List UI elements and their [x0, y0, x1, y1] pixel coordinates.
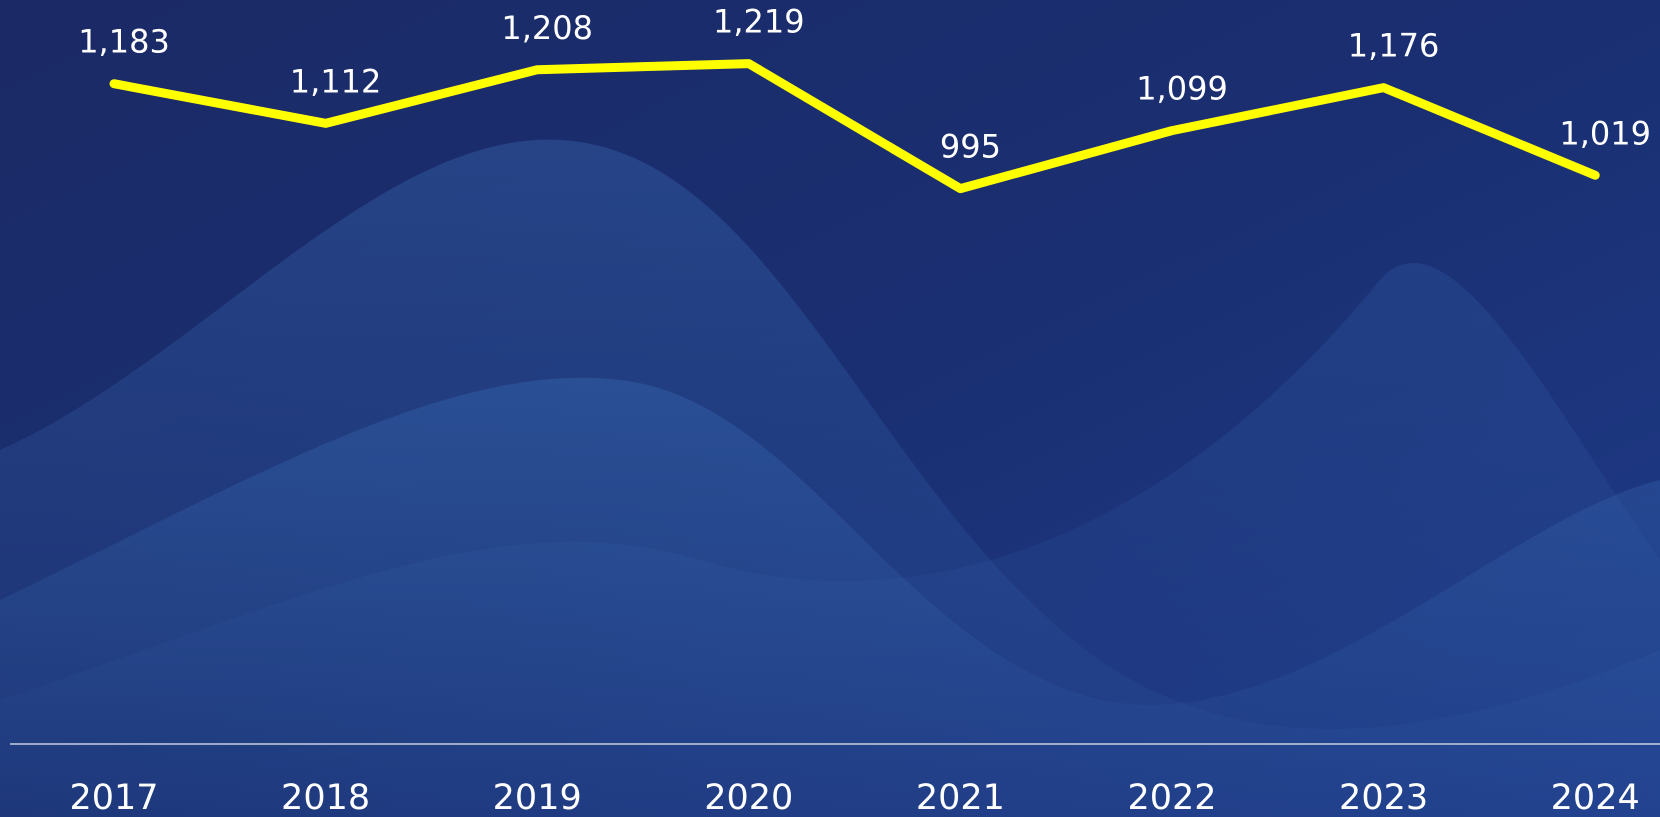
data-label: 995 [940, 128, 1001, 166]
x-tick-label: 2020 [704, 778, 793, 817]
x-tick-label: 2017 [69, 778, 158, 817]
x-tick-label: 2018 [281, 778, 370, 817]
data-line [109, 59, 1600, 194]
data-label: 1,208 [501, 9, 593, 47]
data-label: 1,219 [713, 3, 805, 41]
x-tick-label: 2022 [1127, 778, 1216, 817]
x-tick-label: 2024 [1551, 778, 1640, 817]
data-label: 1,183 [78, 23, 170, 61]
x-tick-label: 2021 [916, 778, 1005, 817]
data-label: 1,176 [1348, 27, 1440, 65]
data-label: 1,099 [1136, 70, 1228, 108]
plot-area: 2017 2018 2019 2020 2021 2022 2023 2024 1,183 1,1… [69, 3, 1651, 817]
background-wave [0, 262, 1660, 817]
data-label: 1,019 [1559, 114, 1651, 152]
x-tick-label: 2023 [1339, 778, 1428, 817]
data-label: 1,112 [290, 62, 382, 100]
x-tick-label: 2019 [493, 778, 582, 817]
